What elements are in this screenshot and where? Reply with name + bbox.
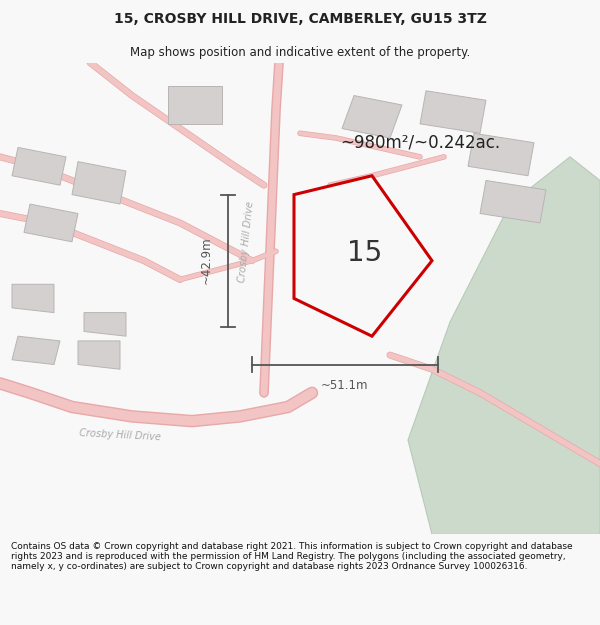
Polygon shape: [24, 204, 78, 242]
Polygon shape: [468, 133, 534, 176]
Polygon shape: [168, 86, 222, 124]
Text: ~980m²/~0.242ac.: ~980m²/~0.242ac.: [340, 134, 500, 152]
Text: Crosby Hill Drive: Crosby Hill Drive: [79, 428, 161, 442]
Polygon shape: [12, 148, 66, 185]
Text: 15, CROSBY HILL DRIVE, CAMBERLEY, GU15 3TZ: 15, CROSBY HILL DRIVE, CAMBERLEY, GU15 3…: [113, 12, 487, 26]
Text: 15: 15: [347, 239, 382, 267]
Text: Contains OS data © Crown copyright and database right 2021. This information is : Contains OS data © Crown copyright and d…: [11, 542, 572, 571]
Text: Crosby Hill Drive: Crosby Hill Drive: [237, 201, 255, 283]
Polygon shape: [420, 91, 486, 133]
Polygon shape: [342, 96, 402, 138]
Polygon shape: [294, 176, 432, 336]
Polygon shape: [408, 157, 600, 534]
Polygon shape: [480, 181, 546, 223]
Polygon shape: [12, 284, 54, 312]
Text: ~51.1m: ~51.1m: [321, 379, 369, 392]
Text: ~42.9m: ~42.9m: [200, 237, 213, 284]
Polygon shape: [84, 312, 126, 336]
Polygon shape: [12, 336, 60, 364]
Polygon shape: [78, 341, 120, 369]
Text: Map shows position and indicative extent of the property.: Map shows position and indicative extent…: [130, 46, 470, 59]
Polygon shape: [72, 162, 126, 204]
